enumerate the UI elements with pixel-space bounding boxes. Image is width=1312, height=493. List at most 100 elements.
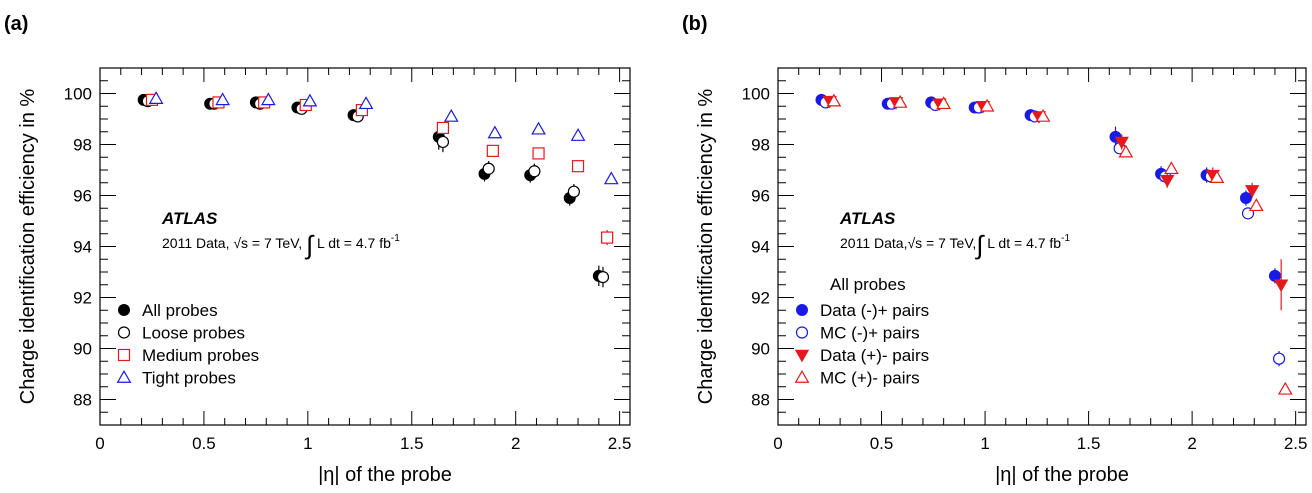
series-1 bbox=[141, 95, 610, 288]
sqrt-s: s bbox=[241, 235, 248, 251]
data-point bbox=[601, 231, 614, 244]
data-point bbox=[436, 135, 450, 149]
data-point bbox=[936, 96, 952, 110]
data-point bbox=[603, 171, 619, 185]
data-point bbox=[1118, 144, 1134, 158]
series-3 bbox=[148, 91, 619, 185]
y-tick-label: 96 bbox=[751, 187, 770, 206]
x-tick-label: 2 bbox=[1187, 434, 1196, 453]
legend-entry: Loose probes bbox=[142, 324, 245, 343]
y-tick-label: 94 bbox=[73, 238, 92, 257]
data-point bbox=[1239, 192, 1252, 205]
series-0 bbox=[137, 93, 605, 287]
data-point bbox=[570, 128, 586, 141]
data-point bbox=[1273, 279, 1289, 293]
panel-label: (a) bbox=[4, 13, 28, 35]
legend-marker bbox=[794, 349, 810, 363]
data-point bbox=[596, 271, 610, 284]
legend-entry: MC (+)- pairs bbox=[820, 369, 920, 388]
data-point bbox=[528, 165, 541, 178]
y-tick-label: 98 bbox=[73, 136, 92, 155]
legend-marker bbox=[794, 369, 810, 383]
info-lumi-exponent: -1 bbox=[1061, 233, 1070, 244]
data-point bbox=[1209, 170, 1225, 183]
info-lumi: L dt = 4.7 fb bbox=[983, 235, 1061, 251]
legend-marker bbox=[117, 326, 131, 339]
y-tick-label: 92 bbox=[751, 289, 770, 308]
x-tick-label: 1 bbox=[980, 434, 989, 453]
atlas-label: ATLAS bbox=[161, 209, 218, 228]
y-tick-label: 98 bbox=[751, 136, 770, 155]
x-tick-label: 2 bbox=[511, 434, 520, 453]
y-tick-label: 88 bbox=[751, 391, 770, 410]
sqrt-symbol: √ bbox=[233, 235, 241, 251]
legend-entry: Tight probes bbox=[142, 369, 236, 388]
data-point bbox=[979, 98, 995, 112]
x-tick-label: 0 bbox=[773, 434, 782, 453]
legend: All probes Loose probes Medium probes Tight… bbox=[116, 301, 259, 388]
chart-panel-b: (b) 0 0.5 1 1.5 2 2.5 88 90 92 94 96 98 100 |η| of the… bbox=[682, 13, 1307, 486]
x-tick-label: 1 bbox=[303, 434, 312, 453]
info-energy: = 7 TeV, bbox=[248, 235, 306, 251]
data-point bbox=[1248, 198, 1264, 212]
y-tick-label: 100 bbox=[742, 85, 770, 104]
x-tick-label: 2.5 bbox=[608, 434, 632, 453]
data-point bbox=[487, 125, 503, 139]
data-point bbox=[482, 162, 495, 175]
x-tick-label: 1.5 bbox=[1077, 434, 1101, 453]
info-energy: = 7 TeV, bbox=[922, 235, 976, 251]
legend-marker bbox=[116, 369, 132, 383]
legend: All probes Data (-)+ pairs MC (-)+ pairs Da… bbox=[794, 275, 929, 388]
y-axis-title: Charge identification efficiency in % bbox=[17, 89, 39, 405]
x-tick-label: 0 bbox=[95, 434, 104, 453]
chart-panel-a: (a) 0 0.5 1 1.5 2 2.5 88 90 92 94 96 98 100 |η| of the… bbox=[4, 13, 631, 486]
legend-entry: MC (-)+ pairs bbox=[820, 324, 920, 343]
legend-marker bbox=[796, 304, 808, 316]
legend-entry: Medium probes bbox=[142, 346, 259, 365]
info-lumi-exponent: -1 bbox=[391, 233, 400, 244]
info-prefix: 2011 Data, bbox=[162, 235, 233, 251]
info-lumi: L dt = 4.7 fb bbox=[313, 235, 391, 251]
x-axis-title: |η| of the probe bbox=[318, 464, 452, 486]
legend-marker bbox=[795, 326, 809, 339]
legend-marker bbox=[117, 348, 131, 362]
x-tick-label: 2.5 bbox=[1284, 434, 1308, 453]
y-tick-label: 94 bbox=[751, 238, 770, 257]
data-point bbox=[532, 147, 545, 160]
data-point bbox=[531, 121, 546, 135]
y-tick-label: 96 bbox=[73, 187, 92, 206]
y-tick-label: 100 bbox=[64, 85, 92, 104]
data-point bbox=[215, 92, 230, 106]
data-point bbox=[260, 92, 276, 106]
data-point bbox=[302, 93, 318, 107]
y-tick-label: 88 bbox=[73, 391, 92, 410]
data-point bbox=[571, 160, 585, 173]
data-point bbox=[1164, 161, 1179, 175]
x-tick-label: 0.5 bbox=[192, 434, 216, 453]
data-info-label: 2011 Data,√s = 7 TeV,∫ L dt = 4.7 fb-1 bbox=[840, 230, 1070, 260]
x-tick-label: 1.5 bbox=[400, 434, 424, 453]
data-point bbox=[1268, 269, 1281, 282]
y-tick-label: 92 bbox=[73, 289, 92, 308]
data-point bbox=[826, 93, 842, 107]
panel-label: (b) bbox=[682, 13, 708, 35]
data-point bbox=[1272, 352, 1286, 365]
data-point bbox=[443, 108, 459, 122]
sqrt-s: s bbox=[915, 235, 922, 251]
y-tick-label: 90 bbox=[73, 340, 92, 359]
data-point bbox=[358, 96, 374, 110]
legend-entry: Data (+)- pairs bbox=[820, 346, 929, 365]
atlas-label: ATLAS bbox=[839, 209, 896, 228]
data-point bbox=[486, 144, 499, 157]
info-prefix: 2011 Data, bbox=[840, 235, 907, 251]
data-point bbox=[1160, 174, 1175, 188]
series-0 bbox=[815, 93, 1281, 284]
data-info-label: 2011 Data, √s = 7 TeV, ∫ L dt = 4.7 fb-1 bbox=[162, 230, 400, 260]
data-point bbox=[567, 185, 580, 198]
data-point bbox=[1277, 381, 1293, 395]
legend-title: All probes bbox=[830, 275, 906, 294]
y-tick-label: 90 bbox=[751, 340, 770, 359]
integral-symbol: ∫ bbox=[974, 230, 985, 260]
sqrt-symbol: √ bbox=[907, 235, 915, 251]
